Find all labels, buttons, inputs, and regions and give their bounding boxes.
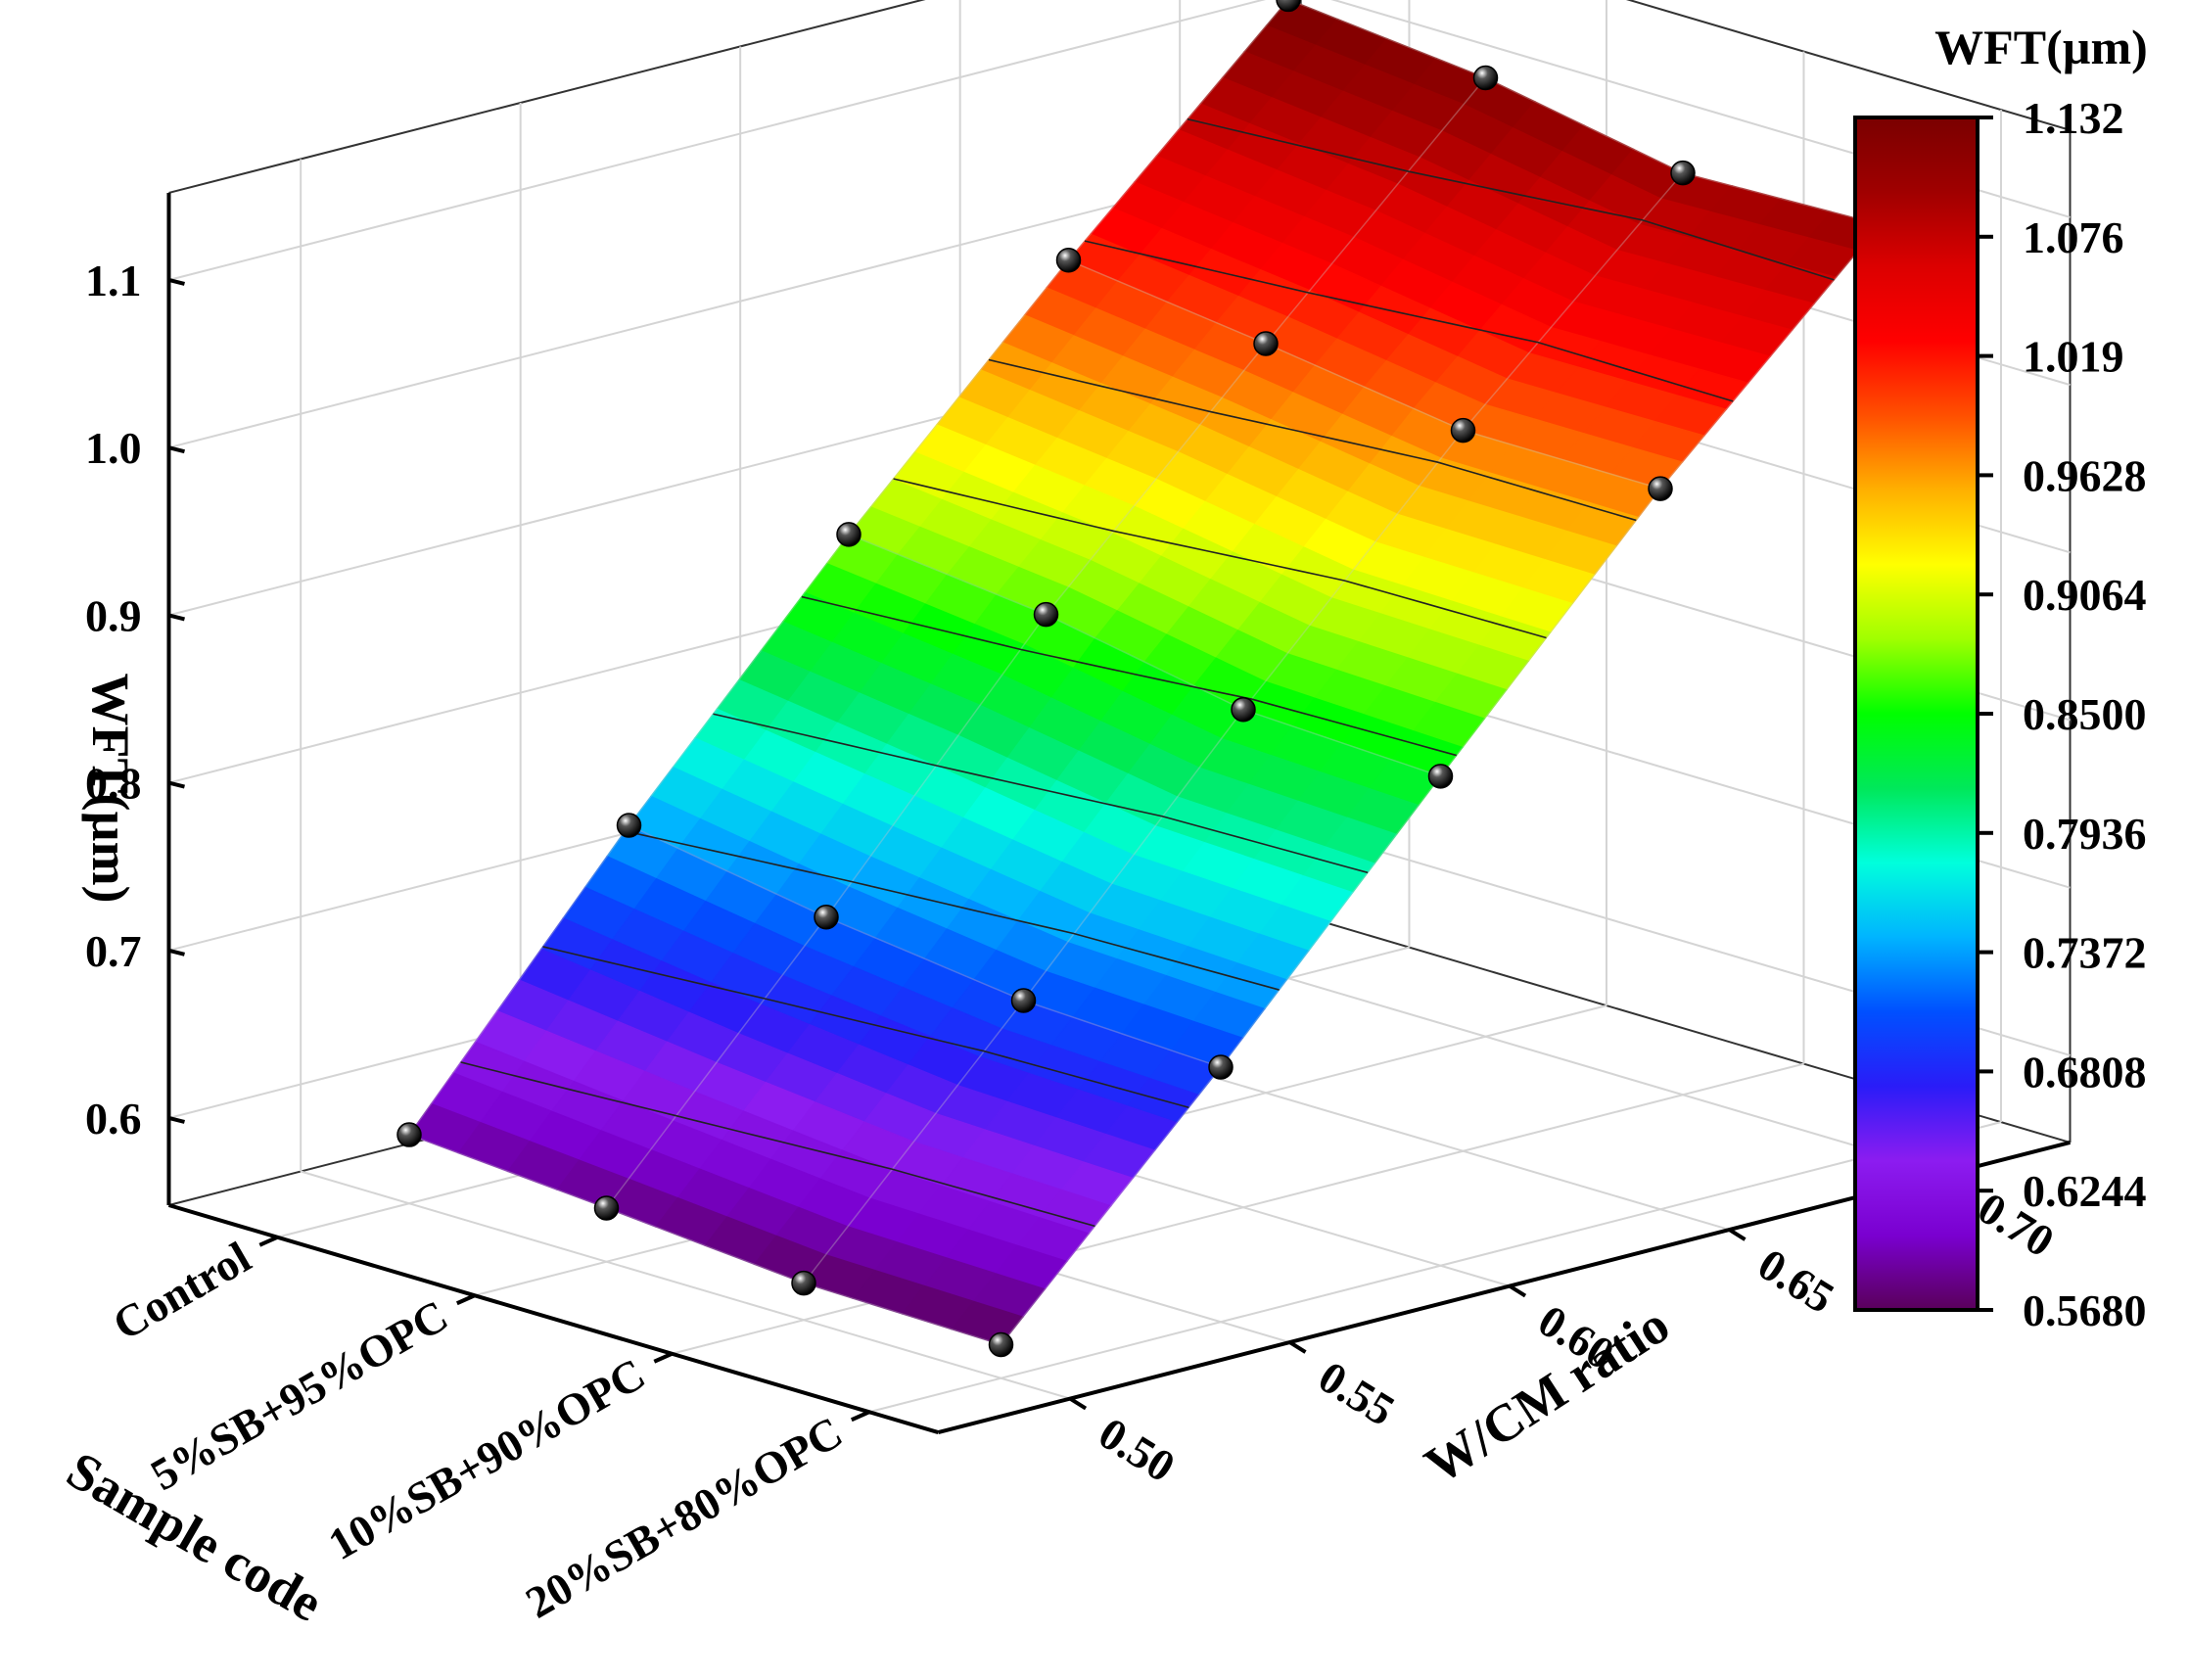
y-tick-label: 0.50: [1091, 1408, 1184, 1492]
data-point: [791, 1270, 816, 1296]
data-point: [814, 905, 839, 930]
colorbar-tick-label: 0.9064: [2023, 570, 2147, 620]
colorbar-tick-label: 0.5680: [2023, 1285, 2147, 1335]
wall-edge: [1625, 0, 2071, 131]
contour-line: [625, 830, 1280, 991]
data-point: [616, 813, 642, 838]
data-point: [1276, 0, 1301, 13]
mesh-line: [848, 534, 1441, 777]
z-gridline: [168, 0, 2071, 281]
contour-line: [893, 478, 1547, 639]
colorbar-tick-label: 0.7372: [2023, 928, 2147, 978]
z-tick: [167, 1116, 185, 1124]
data-point: [1055, 248, 1082, 273]
data-point: [1670, 160, 1696, 186]
mesh-line: [629, 824, 1222, 1068]
z-tick: [167, 445, 185, 454]
colorbar-tick-label: 1.019: [2023, 332, 2124, 382]
z-axis-title: WFT(µm): [81, 673, 140, 903]
mesh-line: [408, 1134, 1001, 1346]
x-axis-line: [167, 1203, 939, 1434]
data-point: [1253, 331, 1279, 356]
z-tick: [167, 948, 185, 957]
colorbar-tick-label: 0.6808: [2023, 1047, 2147, 1097]
wall-edge: [168, 0, 926, 194]
x-tick-label: 5%SB+95%OPC: [142, 1290, 455, 1500]
colorbar: WFT(µm) 1.132 1.076 1.019 0.9628 0.9064 0.850…: [1853, 20, 2148, 1335]
contour-line: [988, 358, 1637, 522]
colorbar-tick-label: 0.9628: [2023, 450, 2147, 500]
x-tick-label: Control: [105, 1232, 259, 1349]
data-point: [1427, 764, 1454, 789]
x-floor-gridline: [868, 1121, 2002, 1414]
data-point: [1208, 1054, 1234, 1080]
contour-line: [542, 946, 1189, 1109]
data-point: [1231, 697, 1256, 723]
z-tick: [167, 278, 185, 286]
colorbar-title: WFT(µm): [1934, 20, 2148, 74]
y-tick-label: 0.65: [1749, 1238, 1842, 1323]
mesh-line: [1068, 259, 1661, 490]
z-tick-label: 0.7: [85, 926, 142, 976]
data-point: [593, 1195, 620, 1221]
data-point: [988, 1331, 1014, 1358]
x-tick: [850, 1410, 870, 1423]
z-tick: [167, 780, 185, 789]
data-point: [1472, 65, 1499, 91]
z-tick-label: 0.6: [85, 1094, 142, 1143]
data-point: [396, 1122, 422, 1147]
contour-line: [713, 713, 1369, 874]
y-tick: [1508, 1283, 1527, 1298]
y-tick: [1288, 1340, 1307, 1354]
z-tick: [167, 613, 185, 622]
z-tick-label: 0.9: [85, 590, 142, 640]
colorbar-tick-label: 0.8500: [2023, 689, 2147, 739]
data-point: [1033, 601, 1059, 628]
y-tick: [1728, 1228, 1747, 1241]
colorbar-tick-label: 0.6244: [2023, 1166, 2147, 1216]
x-tick: [258, 1235, 279, 1247]
y-tick: [1068, 1396, 1088, 1411]
data-point: [1648, 476, 1673, 501]
y-floor-gridline: [1179, 945, 1950, 1175]
data-point: [1450, 417, 1476, 443]
contour-line: [801, 595, 1457, 757]
y-floor-gridline: [300, 1170, 1071, 1400]
surface-plot: [408, 0, 1882, 1346]
data-point: [1010, 988, 1037, 1013]
data-point: [836, 522, 862, 547]
x-tick: [653, 1351, 674, 1364]
colorbar-tick-label: 0.7936: [2023, 809, 2147, 859]
contour-line: [1084, 240, 1734, 402]
x-tick: [455, 1293, 476, 1306]
contour-line: [460, 1061, 1095, 1228]
contour-line: [1187, 117, 1835, 281]
z-tick-label: 0.8: [85, 759, 142, 809]
x-floor-gridline: [672, 1062, 1804, 1355]
colorbar-ticks: 1.132 1.076 1.019 0.9628 0.9064 0.8500 0.7936 0…: [1978, 93, 2147, 1335]
colorbar-gradient: [1853, 116, 1979, 1312]
z-tick-label: 1.0: [85, 423, 142, 473]
y-tick-label: 0.55: [1310, 1351, 1403, 1435]
data-points: [396, 0, 1893, 1358]
colorbar-tick-label: 1.076: [2023, 212, 2124, 262]
colorbar-tick-label: 1.132: [2023, 93, 2124, 143]
z-tick-label: 1.1: [85, 256, 142, 305]
mesh-line: [1287, 0, 1881, 226]
